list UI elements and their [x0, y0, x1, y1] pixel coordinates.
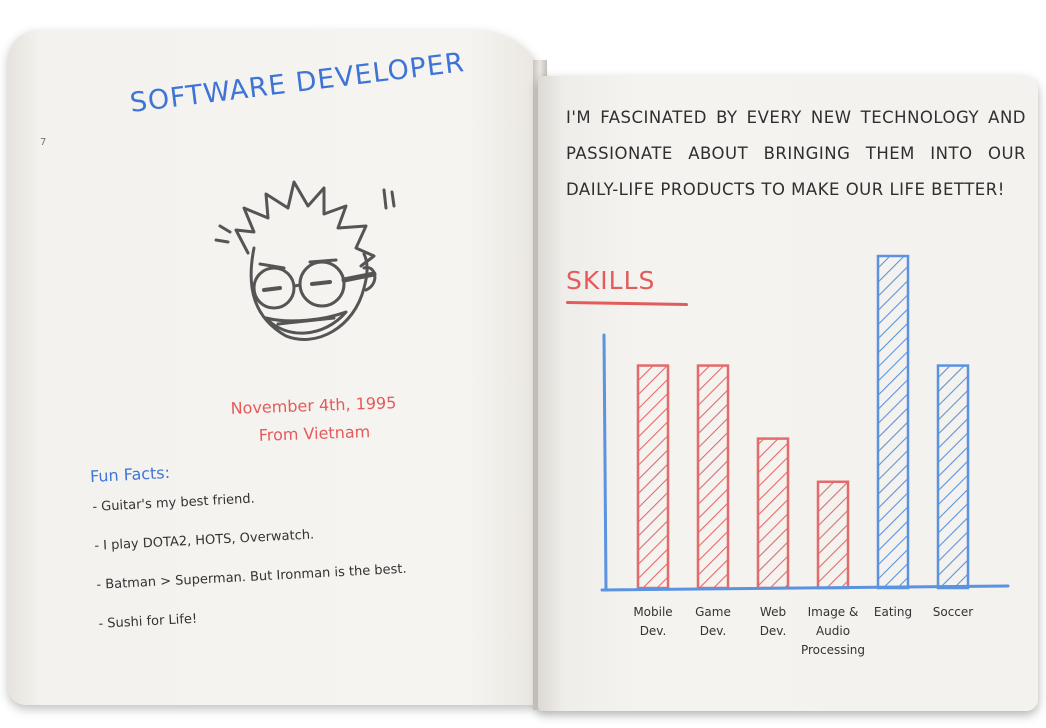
x-tick-label: Web Dev. [760, 605, 787, 638]
x-tick-label-line: Dev. [700, 624, 727, 638]
chart-bars [636, 254, 970, 590]
page-mark: 7 [40, 137, 47, 148]
avatar-sketch-icon [214, 180, 396, 341]
x-tick-label-line: Game [695, 605, 731, 619]
bar [756, 437, 790, 590]
x-tick-label-line: Audio [816, 624, 850, 638]
bar [696, 364, 730, 590]
skills-title: Skills [566, 266, 656, 295]
x-tick-label-line: Eating [874, 605, 912, 619]
x-tick-label: Image & Audio Processing [801, 605, 865, 657]
x-tick-label-line: Mobile [633, 605, 672, 619]
bar [636, 364, 670, 590]
bar [936, 364, 970, 590]
x-tick-label-line: Soccer [933, 605, 974, 619]
x-axis [600, 584, 1010, 592]
birth-info: November 4th, 1995 From Vietnam [199, 388, 429, 452]
y-axis [602, 333, 608, 592]
left-page [8, 30, 548, 705]
skills-chart: Mobile Dev. Game Dev. Web Dev. Image & Audio Pro… [600, 254, 1010, 657]
chart-x-labels: Mobile Dev. Game Dev. Web Dev. Image & Audio Pro… [633, 605, 973, 657]
x-tick-label: Game Dev. [695, 605, 731, 638]
x-tick-label-line: Dev. [760, 624, 787, 638]
x-tick-label-line: Processing [801, 643, 865, 657]
fun-facts-list: - Guitar's my best friend. - I play DOTA… [92, 484, 410, 656]
bar [876, 254, 910, 590]
x-tick-label: Soccer [933, 605, 974, 619]
x-tick-label-line: Web [760, 605, 786, 619]
x-tick-label: Mobile Dev. [633, 605, 672, 638]
x-tick-label-line: Image & [808, 605, 859, 619]
bar [816, 480, 850, 590]
x-tick-label-line: Dev. [640, 624, 667, 638]
intro-paragraph: I'm fascinated by every new technology a… [566, 108, 1026, 199]
x-tick-label: Eating [874, 605, 912, 619]
